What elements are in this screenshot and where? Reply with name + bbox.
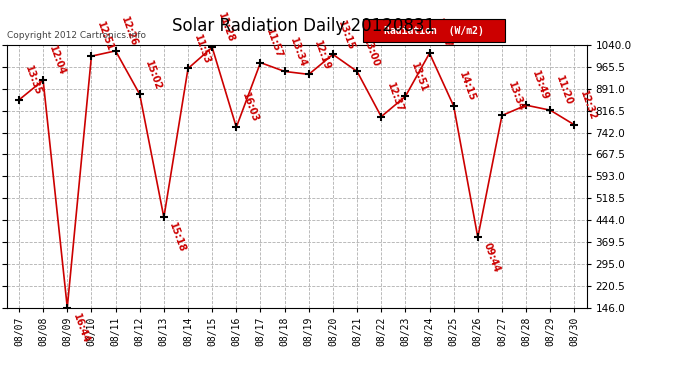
Text: 12:37: 12:37	[385, 81, 405, 114]
Text: Radiation  (W/m2): Radiation (W/m2)	[384, 26, 484, 36]
Text: 12:04: 12:04	[47, 45, 67, 77]
Text: 12:19: 12:19	[313, 39, 333, 71]
Text: 13:34: 13:34	[506, 80, 526, 112]
Text: 13:49: 13:49	[530, 70, 550, 102]
Text: 13:00: 13:00	[361, 36, 381, 69]
Text: 11:53: 11:53	[192, 33, 212, 66]
Text: 12:51: 12:51	[95, 21, 115, 53]
Text: 11:57: 11:57	[264, 27, 284, 60]
Text: 14:15: 14:15	[457, 70, 477, 103]
Text: Solar Radiation Daily 20120831: Solar Radiation Daily 20120831	[172, 17, 435, 35]
Text: 13:51: 13:51	[409, 61, 429, 93]
Text: 12:32: 12:32	[578, 89, 598, 122]
Text: 11:20: 11:20	[554, 75, 574, 107]
Text: 16:03: 16:03	[240, 92, 260, 124]
Text: 15:18: 15:18	[168, 222, 188, 254]
Text: 12:07: 12:07	[433, 18, 453, 50]
FancyBboxPatch shape	[364, 19, 505, 42]
Text: 13:15: 13:15	[337, 19, 357, 51]
Text: Copyright 2012 Cartronics.info: Copyright 2012 Cartronics.info	[7, 31, 146, 40]
Text: 16:44: 16:44	[71, 312, 91, 345]
Text: 11:28: 11:28	[216, 12, 236, 44]
Text: 13:34: 13:34	[288, 36, 308, 69]
Text: 12:26: 12:26	[119, 15, 139, 48]
Text: 09:44: 09:44	[482, 242, 502, 274]
Text: 15:02: 15:02	[144, 59, 164, 92]
Text: 13:35: 13:35	[23, 64, 43, 97]
